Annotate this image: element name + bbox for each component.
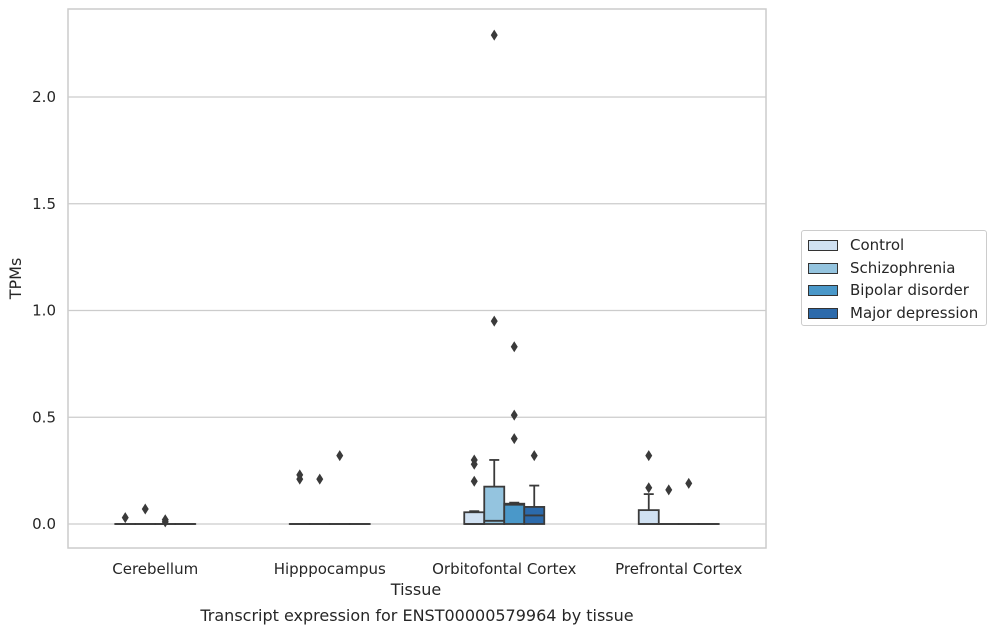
y-tick-label: 1.5 <box>32 195 56 213</box>
y-tick-label: 0.5 <box>32 408 56 426</box>
outlier-point <box>665 484 673 496</box>
boxes <box>114 459 720 525</box>
gridlines <box>68 96 766 525</box>
box <box>463 510 486 525</box>
legend-item-control: Control <box>808 235 904 255</box>
legend-swatch <box>808 307 838 319</box>
box-body <box>637 509 660 525</box>
legend-swatch <box>808 284 838 296</box>
outlier-point <box>336 450 344 462</box>
x-tick-label: Prefrontal Cortex <box>615 560 742 578</box>
legend-label: Control <box>850 236 905 254</box>
outlier-point <box>685 477 693 489</box>
outlier-point <box>316 473 324 485</box>
legend-item-major-depression: Major depression <box>808 303 978 323</box>
x-tick-label: Orbitofontal Cortex <box>432 560 576 578</box>
box-body <box>483 485 506 525</box>
outlier-point <box>490 315 498 327</box>
legend-item-bipolar-disorder: Bipolar disorder <box>808 280 969 300</box>
y-tick-label: 1.0 <box>32 302 56 320</box>
legend-label: Bipolar disorder <box>850 281 969 299</box>
legend-label: Major depression <box>850 304 979 322</box>
legend: Control Schizophrenia Bipolar disorder M… <box>801 230 987 326</box>
y-tick-labels: 0.0 0.5 1.0 1.5 2.0 <box>32 88 56 533</box>
outliers <box>121 29 693 528</box>
x-tick-label: Hipppocampus <box>274 560 386 578</box>
plot-area-frame <box>67 8 767 549</box>
legend-swatch <box>808 262 838 274</box>
box <box>637 493 660 525</box>
figure-caption: Transcript expression for ENST0000057996… <box>200 606 634 625</box>
box <box>523 484 546 525</box>
y-axis-title: TPMs <box>6 258 25 301</box>
x-axis-title: Tissue <box>390 580 441 599</box>
outlier-point <box>161 514 169 526</box>
y-tick-label: 2.0 <box>32 88 56 106</box>
box-body <box>503 502 526 525</box>
outlier-point <box>510 409 518 421</box>
box <box>503 501 526 525</box>
outlier-point <box>645 450 653 462</box>
outlier-point <box>510 433 518 445</box>
outlier-point <box>121 512 129 524</box>
outlier-point <box>645 482 653 494</box>
outlier-point <box>470 475 478 487</box>
outlier-point <box>141 503 149 515</box>
x-tick-labels: Cerebellum Hipppocampus Orbitofontal Corte… <box>112 560 742 578</box>
box-body <box>463 511 486 525</box>
legend-swatch <box>808 239 838 251</box>
y-tick-label: 0.0 <box>32 515 56 533</box>
legend-label: Schizophrenia <box>850 259 956 277</box>
outlier-point <box>470 454 478 466</box>
outlier-point <box>490 29 498 41</box>
outlier-point <box>510 341 518 353</box>
outlier-point <box>296 469 304 481</box>
box <box>483 459 506 525</box>
x-tick-label: Cerebellum <box>112 560 198 578</box>
outlier-point <box>530 450 538 462</box>
legend-item-schizophrenia: Schizophrenia <box>808 258 955 278</box>
